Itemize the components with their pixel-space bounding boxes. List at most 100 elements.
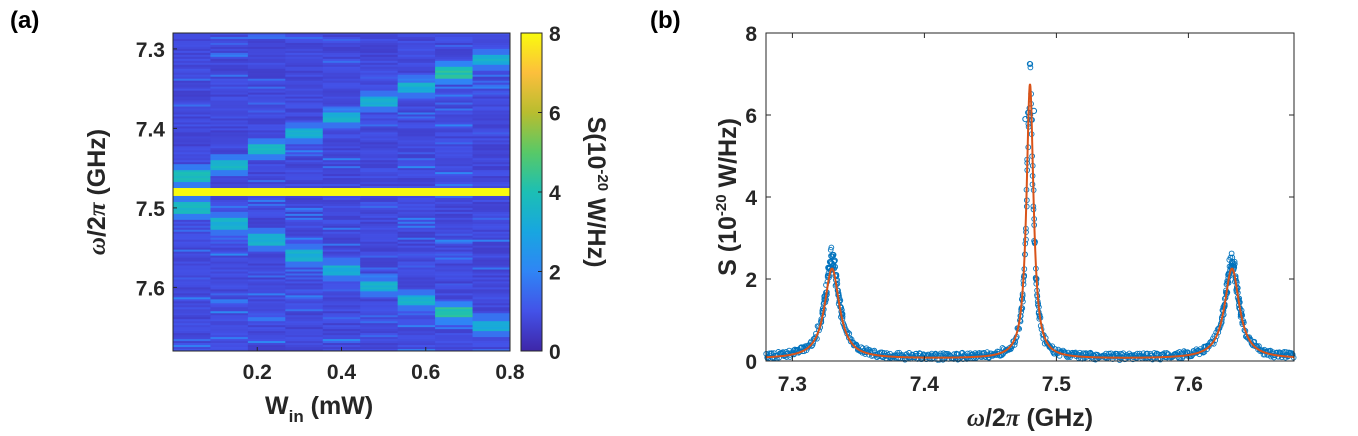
heatmap-cell (360, 349, 399, 352)
heatmap-cell (397, 140, 436, 143)
heatmap-cell (472, 259, 511, 262)
heatmap-cell (247, 335, 286, 338)
heatmap-cell (322, 90, 361, 94)
heatmap-cell (397, 279, 436, 282)
heatmap-y-tick-label: 7.6 (136, 277, 165, 300)
heatmap-cell (247, 74, 286, 78)
heatmap-cell (247, 154, 286, 157)
heatmap-cell (322, 285, 361, 288)
heatmap-cell (173, 265, 211, 268)
heatmap-cell (173, 277, 211, 280)
heatmap-cell (435, 295, 474, 298)
heatmap-cell (285, 239, 324, 243)
heatmap-cell (210, 321, 249, 324)
spectrum-point (1048, 346, 1055, 352)
heatmap-cell (322, 313, 361, 316)
heatmap-cell (322, 225, 361, 229)
heatmap-cell (322, 279, 361, 282)
heatmap-cell (472, 142, 511, 145)
heatmap-cell (247, 347, 286, 350)
heatmap-cell (173, 239, 211, 243)
heatmap-cell (397, 150, 436, 153)
heatmap-cell (173, 38, 211, 42)
heatmap-cell (173, 309, 211, 312)
heatmap-cell (472, 136, 511, 139)
heatmap-cell (435, 158, 474, 161)
heatmap-cell (472, 182, 511, 185)
heatmap-cell (360, 98, 399, 101)
heatmap-cell (247, 219, 286, 223)
heatmap-cell (210, 205, 249, 209)
heatmap-cell (285, 317, 324, 320)
heatmap-cell (435, 174, 474, 177)
heatmap-cell (397, 192, 436, 195)
heatmap-cell (435, 257, 474, 260)
heatmap-cell (173, 313, 211, 316)
heatmap-cell (435, 34, 474, 38)
heatmap-cell (322, 323, 361, 326)
heatmap-cell (173, 56, 211, 60)
heatmap-cell (397, 267, 436, 270)
heatmap-cell (472, 84, 511, 88)
heatmap-cell (472, 213, 511, 217)
heatmap-cell (210, 56, 249, 60)
heatmap-cell (322, 70, 361, 74)
heatmap-cell (435, 180, 474, 183)
heatmap-cell (247, 84, 286, 88)
heatmap-cell (322, 243, 361, 247)
heatmap-cell (472, 33, 511, 36)
heatmap-cell (435, 50, 474, 54)
heatmap-cell (397, 136, 436, 139)
heatmap-cell (322, 273, 361, 276)
heatmap-cell (322, 303, 361, 306)
heatmap-cell (322, 199, 361, 203)
heatmap-cell (285, 120, 324, 123)
heatmap-cell (210, 88, 249, 92)
heatmap-cell (472, 166, 511, 169)
spectrum-x-tick-label: 7.6 (1174, 373, 1203, 396)
heatmap-cell (435, 90, 474, 94)
heatmap-cell (435, 116, 474, 119)
heatmap-cell (285, 221, 324, 225)
heatmap-cell (173, 62, 211, 66)
heatmap-cell (247, 92, 286, 96)
spectrum-chart: 7.3 7.4 7.5 7.6 0 2 4 6 8 ω/2π (GHz) S (10-20 W… (713, 23, 1297, 432)
heatmap-cell (360, 337, 399, 340)
heatmap-cell (472, 56, 511, 60)
heatmap-cell (435, 126, 474, 129)
heatmap-cell (360, 136, 399, 139)
heatmap-cell (360, 275, 399, 278)
heatmap-cell (472, 120, 511, 123)
heatmap-cell (210, 138, 249, 141)
heatmap-cell (210, 68, 249, 72)
heatmap-cell (435, 225, 474, 229)
heatmap-cell (210, 297, 249, 300)
heatmap-cell (285, 219, 324, 223)
spectrum-plot-area (766, 33, 1294, 361)
heatmap-cell (247, 311, 286, 314)
heatmap-cell (285, 68, 324, 72)
heatmap-cell (210, 170, 249, 173)
heatmap-cell (435, 38, 474, 42)
heatmap-cell (397, 269, 436, 272)
heatmap-cell (435, 197, 474, 201)
heatmap-cell (210, 158, 249, 161)
heatmap-cell (247, 82, 286, 86)
heatmap-cell (435, 164, 474, 167)
heatmap-cell (247, 303, 286, 306)
heatmap-cell (247, 207, 286, 211)
heatmap-cell (397, 172, 436, 175)
heatmap-cell (397, 84, 436, 88)
heatmap-cell (472, 156, 511, 159)
heatmap-cell (360, 84, 399, 88)
heatmap-cell (435, 239, 474, 243)
heatmap-cell (360, 88, 399, 92)
heatmap-cell (247, 321, 286, 324)
heatmap-cell (285, 329, 324, 332)
heatmap-cell (173, 315, 211, 318)
heatmap-cell (472, 186, 511, 189)
heatmap-cell (397, 82, 436, 86)
heatmap-cell (322, 174, 361, 177)
heatmap-cell (472, 323, 511, 326)
heatmap-cell (397, 42, 436, 46)
